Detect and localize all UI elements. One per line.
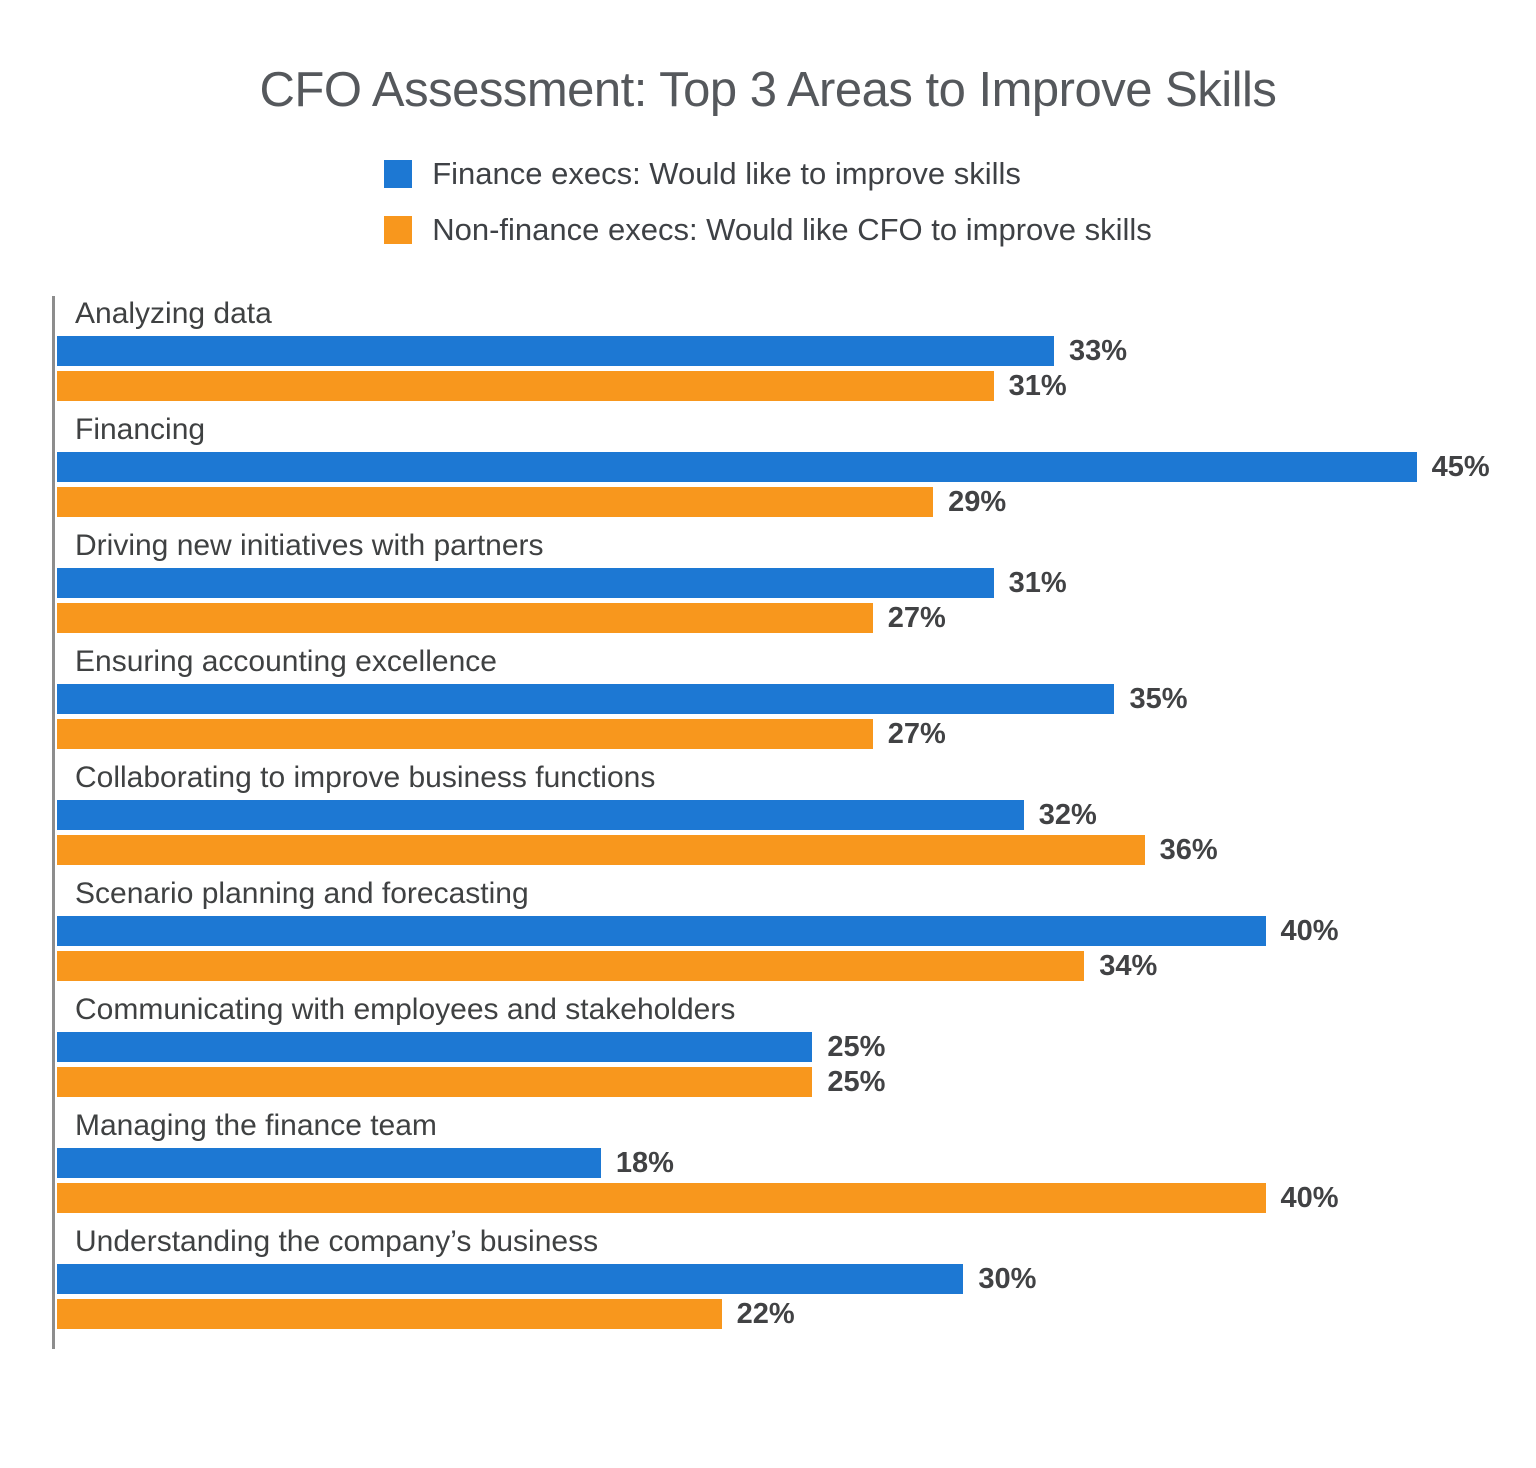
bar-nonfinance-execs [57,603,873,633]
bar-value-label: 31% [1008,566,1067,599]
legend-label: Finance execs: Would like to improve ski… [432,156,1021,191]
bar-row: 18% [57,1146,1477,1179]
bar-value-label: 31% [1008,369,1067,402]
bar-row: 25% [57,1065,1477,1098]
bar-row: 25% [57,1030,1477,1063]
legend-swatch [384,216,413,244]
category-label: Financing [75,413,206,446]
category-label: Driving new initiatives with partners [75,529,544,562]
bar-finance-execs [57,336,1055,366]
legend-swatch [384,160,413,188]
chart-title: CFO Assessment: Top 3 Areas to Improve S… [259,63,1277,117]
category-label: Scenario planning and forecasting [75,877,529,910]
bar-nonfinance-execs [57,835,1145,865]
bar-finance-execs [57,1148,601,1178]
bar-nonfinance-execs [57,1183,1266,1213]
bar-finance-execs [57,452,1417,482]
bar-value-label: 30% [978,1262,1037,1295]
bar-finance-execs [57,1264,964,1294]
bar-finance-execs [57,1032,813,1062]
legend-label: Non-finance execs: Would like CFO to imp… [432,212,1152,247]
bar-value-label: 27% [887,717,946,750]
bar-value-label: 40% [1280,1181,1339,1214]
chart-page: CFO Assessment: Top 3 Areas to Improve S… [0,62,1536,1349]
bar-value-label: 27% [887,601,946,634]
bar-value-label: 36% [1159,833,1218,866]
bar-nonfinance-execs [57,371,994,401]
bar-row: 35% [57,682,1477,715]
legend-item: Non-finance execs: Would like CFO to imp… [384,212,1152,248]
bar-finance-execs [57,916,1266,946]
bar-row: 29% [57,485,1477,518]
bar-group: Communicating with employees and stakeho… [57,992,1477,1098]
bar-row: 36% [57,833,1477,866]
bar-row: 22% [57,1297,1477,1330]
bar-row: 33% [57,334,1477,367]
category-label: Communicating with employees and stakeho… [75,993,736,1026]
legend-item: Finance execs: Would like to improve ski… [384,156,1152,192]
bar-value-label: 29% [948,485,1007,518]
bar-finance-execs [57,568,994,598]
bar-row: 27% [57,601,1477,634]
bar-group: Financing 45% 29% [57,412,1490,518]
bar-row: 27% [57,717,1477,750]
category-label: Ensuring accounting excellence [75,645,497,678]
bar-group: Scenario planning and forecasting 40% 34% [57,876,1477,982]
bar-row: 40% [57,914,1477,947]
bar-nonfinance-execs [57,487,934,517]
bar-row: 32% [57,798,1477,831]
bar-nonfinance-execs [57,719,873,749]
bar-value-label: 34% [1099,949,1158,982]
bar-row: 31% [57,369,1477,402]
bar-row: 34% [57,949,1477,982]
bar-value-label: 35% [1129,682,1188,715]
bar-group: Driving new initiatives with partners 31%… [57,528,1477,634]
category-label: Collaborating to improve business functi… [75,761,656,794]
bar-finance-execs [57,800,1024,830]
bar-group: Collaborating to improve business functi… [57,760,1477,866]
bar-value-label: 40% [1280,914,1339,947]
legend: Finance execs: Would like to improve ski… [384,156,1152,248]
bar-value-label: 32% [1038,798,1097,831]
bar-row: 30% [57,1262,1477,1295]
bar-group: Understanding the company’s business 30% 2… [57,1224,1477,1330]
category-label: Managing the finance team [75,1109,437,1142]
bar-chart: Analyzing data 33% 31% Financing 45% 29% Drivi… [52,296,1490,1349]
bar-value-label: 33% [1069,334,1128,367]
bar-row: 40% [57,1181,1477,1214]
bar-value-label: 45% [1431,450,1490,483]
bar-finance-execs [57,684,1115,714]
bar-group: Analyzing data 33% 31% [57,296,1477,402]
bar-row: 45% [57,451,1490,483]
bar-nonfinance-execs [57,1299,722,1329]
bar-row: 31% [57,566,1477,599]
bar-group: Ensuring accounting excellence 35% 27% [57,644,1477,750]
bar-value-label: 22% [736,1297,795,1330]
bar-value-label: 25% [827,1065,886,1098]
bar-group: Managing the finance team 18% 40% [57,1108,1477,1214]
bar-value-label: 18% [615,1146,674,1179]
bar-nonfinance-execs [57,951,1085,981]
category-label: Analyzing data [75,297,272,330]
bar-value-label: 25% [827,1030,886,1063]
bar-nonfinance-execs [57,1067,813,1097]
category-label: Understanding the company’s business [75,1225,599,1258]
